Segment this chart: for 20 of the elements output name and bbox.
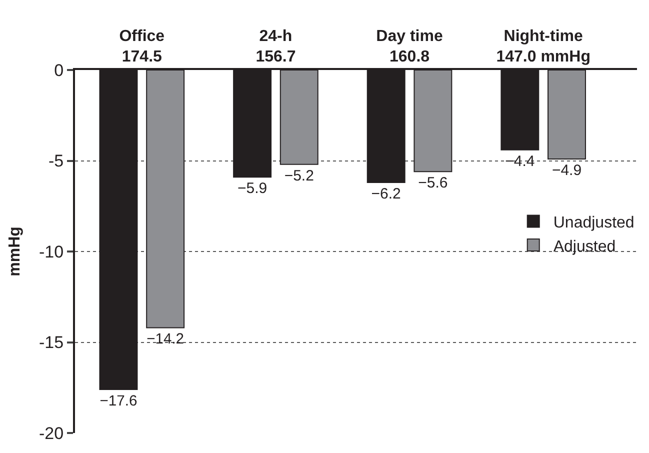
y-tick-label: -5 [48,152,64,171]
data-label: −4.4 [505,152,535,170]
data-label: −5.2 [284,167,314,184]
data-label: −6.2 [371,186,401,203]
x-tick-label: 24-h 156.7 [256,28,296,66]
data-label: −5.6 [418,174,448,192]
data-label: −4.9 [552,162,582,179]
data-label: −17.6 [100,393,138,410]
legend-label: Adjusted [553,238,616,256]
y-tick-label: -15 [39,333,64,352]
y-axis-title: mmHg [6,226,24,276]
y-tick-label: -20 [39,424,64,443]
x-tick-label: Night-time 147.0 mmHg [496,28,590,66]
legend-label: Unadjusted [553,214,634,232]
y-tick-label: 0 [54,60,64,80]
y-tick-label: -10 [39,242,64,262]
x-tick-label: Day time 160.8 [376,28,443,66]
data-label: −14.2 [146,332,184,348]
data-label: −5.9 [237,180,268,198]
x-tick-label: Office 174.5 [119,28,165,66]
